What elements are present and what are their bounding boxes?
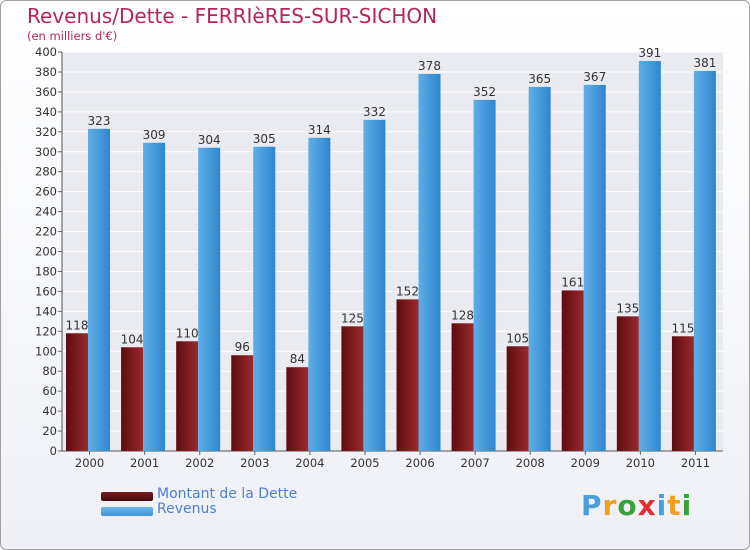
y-tick-label: 380: [35, 65, 57, 79]
bar-revenus: [363, 119, 386, 451]
data-label-revenus: 323: [88, 114, 111, 128]
y-tick-label: 300: [35, 145, 57, 159]
y-tick-label: 400: [35, 45, 57, 59]
logo-letter: i: [656, 489, 668, 522]
y-tick-label: 180: [35, 264, 57, 278]
data-label-revenus: 314: [308, 123, 331, 137]
bar-dette: [671, 336, 694, 451]
y-tick-label: 280: [35, 165, 57, 179]
bar-revenus: [473, 99, 496, 451]
legend-label-dette: Montant de la Dette: [157, 486, 298, 502]
x-tick-label: 2010: [626, 456, 655, 470]
data-label-revenus: 365: [528, 72, 551, 86]
y-tick-label: 60: [42, 384, 57, 398]
bar-dette: [286, 367, 309, 451]
y-tick-label: 100: [35, 344, 57, 358]
bar-dette: [561, 290, 584, 451]
bar-revenus: [143, 142, 166, 451]
y-tick-label: 0: [50, 444, 57, 458]
logo-letter: t: [667, 489, 682, 522]
x-tick-label: 2006: [405, 456, 434, 470]
y-tick-label: 260: [35, 185, 57, 199]
bar-revenus: [693, 70, 716, 451]
data-label-dette: 96: [235, 340, 250, 354]
y-tick-label: 160: [35, 284, 57, 298]
logo-letter: r: [602, 489, 618, 522]
data-label-dette: 104: [121, 332, 144, 346]
data-label-revenus: 305: [253, 132, 276, 146]
data-label-revenus: 332: [363, 105, 386, 119]
bar-revenus: [528, 86, 551, 451]
data-label-revenus: 304: [198, 133, 221, 147]
bar-dette: [231, 355, 254, 451]
data-label-revenus: 378: [418, 59, 441, 73]
legend-swatch-revenus: [101, 507, 153, 516]
legend-swatch-dette: [101, 492, 153, 501]
x-tick-label: 2000: [75, 456, 104, 470]
data-label-dette: 110: [176, 326, 199, 340]
x-tick-label: 2005: [350, 456, 379, 470]
data-label-dette: 115: [671, 321, 694, 335]
data-label-dette: 135: [616, 301, 639, 315]
x-tick-label: 2004: [295, 456, 324, 470]
x-tick-label: 2011: [681, 456, 710, 470]
data-label-dette: 152: [396, 284, 419, 298]
x-tick-label: 2001: [130, 456, 159, 470]
bar-dette: [506, 346, 529, 451]
y-tick-label: 80: [42, 364, 57, 378]
x-tick-label: 2007: [460, 456, 489, 470]
proxiti-logo: Proxiti: [581, 489, 692, 522]
data-label-dette: 105: [506, 331, 529, 345]
data-label-dette: 161: [561, 275, 584, 289]
bar-dette: [176, 341, 199, 451]
data-label-revenus: 391: [638, 46, 661, 60]
y-tick-label: 40: [42, 404, 57, 418]
data-label-dette: 125: [341, 311, 364, 325]
bar-revenus: [88, 128, 110, 451]
chart-subtitle: (en milliers d'€): [27, 29, 118, 43]
bar-revenus: [638, 60, 661, 451]
data-label-revenus: 352: [473, 85, 496, 99]
y-tick-label: 220: [35, 225, 57, 239]
y-tick-label: 140: [35, 304, 57, 318]
logo-letter: x: [637, 489, 657, 522]
x-tick-label: 2008: [516, 456, 545, 470]
logo-letter: o: [617, 489, 638, 522]
bar-revenus: [198, 147, 221, 451]
bar-revenus: [253, 146, 276, 451]
logo-letter: i: [681, 489, 693, 522]
data-label-revenus: 381: [693, 56, 716, 70]
legend-label-revenus: Revenus: [157, 501, 217, 517]
data-label-dette: 84: [290, 352, 305, 366]
bar-dette: [451, 323, 474, 451]
x-tick-label: 2003: [240, 456, 269, 470]
logo-letter: P: [581, 489, 603, 522]
bar-dette: [616, 316, 639, 451]
y-tick-label: 240: [35, 205, 57, 219]
x-tick-label: 2009: [571, 456, 600, 470]
y-tick-label: 320: [35, 125, 57, 139]
bar-revenus: [583, 84, 606, 451]
bar-dette: [396, 299, 419, 451]
x-tick-label: 2002: [185, 456, 214, 470]
y-tick-label: 120: [35, 324, 57, 338]
data-label-dette: 128: [451, 308, 474, 322]
y-tick-label: 200: [35, 245, 57, 259]
bar-revenus: [418, 73, 441, 451]
y-tick-label: 360: [35, 85, 57, 99]
data-label-dette: 118: [66, 318, 89, 332]
y-tick-label: 20: [42, 424, 57, 438]
bar-dette: [341, 326, 364, 451]
y-tick-label: 340: [35, 105, 57, 119]
bar-revenus: [308, 137, 331, 451]
data-label-revenus: 309: [143, 128, 166, 142]
chart-title: Revenus/Dette - FERRIèRES-SUR-SICHON: [27, 4, 438, 28]
data-label-revenus: 367: [583, 70, 606, 84]
bar-dette: [121, 347, 144, 451]
bar-dette: [66, 333, 88, 451]
